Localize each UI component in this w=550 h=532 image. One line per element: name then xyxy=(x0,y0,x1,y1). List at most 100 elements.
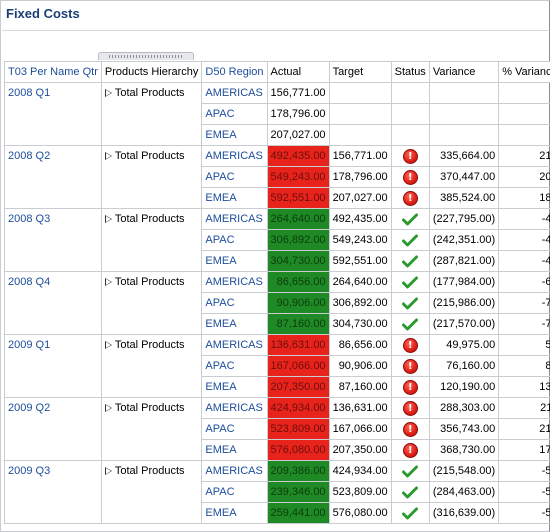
product-cell[interactable]: Total Products xyxy=(100,271,203,335)
product-cell[interactable]: Total Products xyxy=(100,145,203,209)
region-cell[interactable]: EMEA xyxy=(201,376,268,398)
status-cell xyxy=(390,208,430,230)
warning-icon: ! xyxy=(402,337,418,353)
actual-cell: 167,066.00 xyxy=(266,355,330,377)
region-cell[interactable]: APAC xyxy=(201,292,268,314)
region-cell[interactable]: AMERICAS xyxy=(201,208,268,230)
pct-variance-cell: 58 xyxy=(498,334,550,356)
region-cell[interactable]: AMERICAS xyxy=(201,334,268,356)
product-cell[interactable]: Total Products xyxy=(100,208,203,272)
expand-triangle-icon[interactable] xyxy=(104,278,112,286)
expand-triangle-icon[interactable] xyxy=(104,404,112,412)
region-cell[interactable]: APAC xyxy=(201,166,268,188)
product-cell[interactable]: Total Products xyxy=(100,334,203,398)
column-drag-handle[interactable] xyxy=(98,52,194,60)
column-header-status[interactable]: Status xyxy=(390,61,430,83)
pct-variance-cell: -46 xyxy=(498,208,550,230)
variance-cell: (284,463.00) xyxy=(428,481,500,503)
period-cell[interactable]: 2008 Q3 xyxy=(4,208,102,272)
expand-triangle-icon[interactable] xyxy=(104,215,112,223)
status-cell: ! xyxy=(390,334,430,356)
region-cell[interactable]: APAC xyxy=(201,229,268,251)
variance-cell: 385,524.00 xyxy=(428,187,500,209)
actual-cell: 259,441.00 xyxy=(266,502,330,524)
warning-icon: ! xyxy=(402,442,418,458)
actual-cell: 492,435.00 xyxy=(266,145,330,167)
column-header-period[interactable]: T03 Per Name Qtr xyxy=(4,61,102,83)
region-cell[interactable]: EMEA xyxy=(201,439,268,461)
region-cell[interactable]: EMEA xyxy=(201,187,268,209)
region-cell[interactable]: APAC xyxy=(201,418,268,440)
variance-cell: (316,639.00) xyxy=(428,502,500,524)
product-label: Total Products xyxy=(114,87,185,99)
period-cell[interactable]: 2009 Q2 xyxy=(4,397,102,461)
variance-cell: (215,986.00) xyxy=(428,292,500,314)
region-cell[interactable]: AMERICAS xyxy=(201,397,268,419)
table-row: 2009 Q2 Total Products AMERICAS 424,934.00 1… xyxy=(4,397,550,461)
target-cell xyxy=(328,124,392,146)
period-cell[interactable]: 2009 Q3 xyxy=(4,460,102,524)
product-label: Total Products xyxy=(114,150,185,162)
variance-cell xyxy=(428,124,500,146)
region-cell[interactable]: EMEA xyxy=(201,502,268,524)
product-cell[interactable]: Total Products xyxy=(100,82,203,146)
table-row: 2008 Q2 Total Products AMERICAS 492,435.00 1… xyxy=(4,145,550,209)
status-cell: ! xyxy=(390,439,430,461)
column-header-region[interactable]: D50 Region xyxy=(201,61,268,83)
status-cell xyxy=(390,229,430,251)
column-header-product[interactable]: Products Hierarchy xyxy=(100,61,203,83)
region-cell[interactable]: EMEA xyxy=(201,124,268,146)
period-cell[interactable]: 2009 Q1 xyxy=(4,334,102,398)
expand-triangle-icon[interactable] xyxy=(104,341,112,349)
pct-variance-cell: -70 xyxy=(498,292,550,314)
variance-cell xyxy=(428,103,500,125)
table-row: 2008 Q3 Total Products AMERICAS 264,640.00 4… xyxy=(4,208,550,272)
region-cell[interactable]: APAC xyxy=(201,355,268,377)
region-cell[interactable]: EMEA xyxy=(201,313,268,335)
actual-cell: 86,656.00 xyxy=(266,271,330,293)
column-header-actual[interactable]: Actual xyxy=(266,61,330,83)
region-cell[interactable]: APAC xyxy=(201,481,268,503)
region-cell[interactable]: AMERICAS xyxy=(201,82,268,104)
column-header-variance[interactable]: Variance xyxy=(428,61,500,83)
actual-cell: 90,906.00 xyxy=(266,292,330,314)
product-cell[interactable]: Total Products xyxy=(100,460,203,524)
region-cell[interactable]: AMERICAS xyxy=(201,271,268,293)
target-cell: 592,551.00 xyxy=(328,250,392,272)
period-cell[interactable]: 2008 Q4 xyxy=(4,271,102,335)
target-cell: 87,160.00 xyxy=(328,376,392,398)
status-cell xyxy=(390,502,430,524)
column-header-target[interactable]: Target xyxy=(328,61,392,83)
expand-triangle-icon[interactable] xyxy=(104,467,112,475)
actual-cell: 592,551.00 xyxy=(266,187,330,209)
region-cell[interactable]: AMERICAS xyxy=(201,460,268,482)
pct-variance-cell: 211 xyxy=(498,397,550,419)
period-cell[interactable]: 2008 Q1 xyxy=(4,82,102,146)
variance-cell: (227,795.00) xyxy=(428,208,500,230)
pct-variance-cell: -49 xyxy=(498,250,550,272)
region-cell[interactable]: EMEA xyxy=(201,250,268,272)
view-title: Fixed Costs xyxy=(6,6,80,21)
variance-cell: (217,570.00) xyxy=(428,313,500,335)
region-cell[interactable]: AMERICAS xyxy=(201,145,268,167)
target-cell: 86,656.00 xyxy=(328,334,392,356)
product-cell[interactable]: Total Products xyxy=(100,397,203,461)
expand-triangle-icon[interactable] xyxy=(104,89,112,97)
column-header-pct-variance[interactable]: % Variance xyxy=(498,61,550,83)
target-cell: 207,350.00 xyxy=(328,439,392,461)
expand-triangle-icon[interactable] xyxy=(104,152,112,160)
table-row: 2009 Q3 Total Products AMERICAS 209,386.00 4… xyxy=(4,460,550,524)
target-cell: 523,809.00 xyxy=(328,481,392,503)
region-cell[interactable]: APAC xyxy=(201,103,268,125)
target-cell: 136,631.00 xyxy=(328,397,392,419)
variance-cell: 368,730.00 xyxy=(428,439,500,461)
table-row: 2008 Q1 Total Products AMERICAS 156,771.00 xyxy=(4,82,550,146)
status-cell xyxy=(390,82,430,104)
pct-variance-cell: -44 xyxy=(498,229,550,251)
variance-cell: 335,664.00 xyxy=(428,145,500,167)
period-cell[interactable]: 2008 Q2 xyxy=(4,145,102,209)
